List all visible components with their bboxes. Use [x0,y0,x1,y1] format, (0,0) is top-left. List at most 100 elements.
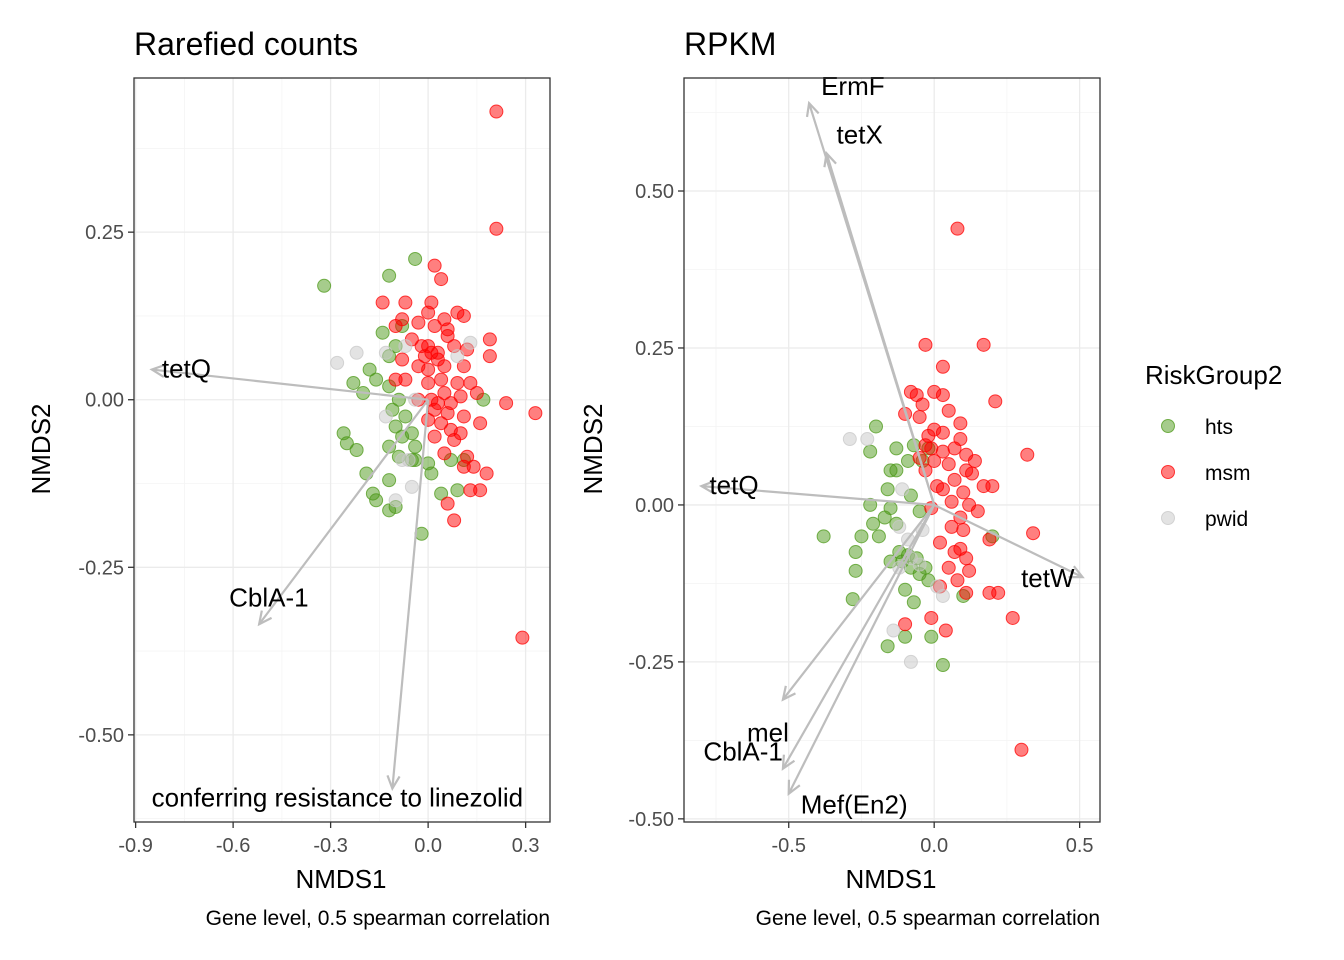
point-msm [440,496,455,511]
point-msm [440,322,455,337]
point-msm [434,372,449,387]
vector-label: CblA-1 [703,737,782,767]
point-msm [930,479,945,494]
point-hts [869,419,883,434]
point-msm [933,535,947,550]
point-msm [456,359,471,374]
legend-title: RiskGroup2 [1145,360,1282,390]
y-tick-label: -0.25 [628,652,674,674]
panel-2-title: RPKM [684,26,776,62]
point-msm [959,551,974,566]
point-hts [898,629,913,644]
point-hts [339,436,354,451]
point-hts [912,504,927,519]
point-hts [450,483,465,498]
point-msm [1026,526,1041,541]
vector-arrow [781,504,936,770]
point-hts [866,516,881,531]
point-pwid [401,453,416,468]
point-msm [375,295,390,310]
vector-arrowhead [257,610,273,627]
point-msm [398,295,413,310]
point-msm [941,403,956,418]
point-msm [924,441,939,456]
vector-arrowhead [781,754,796,771]
point-msm [411,315,426,330]
x-tick-label: -0.5 [771,835,805,857]
point-hts [889,441,904,456]
point-msm [976,337,991,352]
point-hts [398,409,413,424]
vector-arrow [151,368,429,401]
point-msm [388,319,403,333]
point-msm [956,485,971,500]
vector-label: tetQ [162,354,211,384]
point-hts [317,278,332,293]
point-msm [988,394,1003,409]
point-msm [447,432,462,447]
point-msm [463,375,478,390]
panel-1-caption: Gene level, 0.5 spearman correlation [206,907,550,930]
vector-arrow [701,485,935,507]
point-msm [947,441,962,456]
point-msm [421,375,436,390]
point-hts [388,419,403,434]
point-msm [941,560,956,575]
point-msm [947,545,962,560]
point-hts [848,545,863,560]
x-tick-label: 0.3 [512,835,540,857]
point-msm [935,359,950,374]
point-msm [912,410,927,425]
x-tick-label: 0.0 [920,835,948,857]
point-hts [880,639,895,654]
y-tick-label: 0.25 [635,338,674,360]
point-hts [924,629,939,644]
point-hts [404,426,419,441]
point-msm [417,349,432,364]
point-msm [915,397,930,412]
point-msm [499,396,514,411]
panel-2-y-axis-label: NMDS2 [578,403,608,494]
point-msm [991,585,1006,600]
panel-1-y-axis-label: NMDS2 [26,403,56,494]
point-msm [944,494,959,509]
point-msm [924,610,939,625]
panel-1-x-axis-label: NMDS1 [295,864,386,894]
point-msm [427,258,442,273]
point-pwid [912,557,927,572]
vector-arrowhead [805,100,820,118]
legend-label-hts: hts [1205,416,1233,439]
point-msm [437,359,452,374]
vector-arrow [825,153,936,506]
point-msm [959,585,974,600]
point-msm [395,352,410,367]
point-msm [421,362,436,377]
point-hts [434,486,449,501]
panel-2-caption: Gene level, 0.5 spearman correlation [756,907,1100,930]
point-msm [938,623,953,638]
point-pwid [895,482,910,497]
vector-arrow [787,504,936,795]
point-pwid [388,493,403,508]
point-msm [421,305,436,320]
vector-label: ErmF [821,71,885,101]
point-hts [362,362,377,377]
point-pwid [860,432,875,447]
vector-arrowhead [149,363,166,378]
point-hts [898,582,913,597]
plot-frame [683,77,1101,823]
vector-arrowhead [386,774,401,792]
point-hts [854,529,869,544]
point-msm [489,221,504,236]
y-tick-label: 0.50 [635,181,674,203]
point-hts [408,251,423,266]
point-msm [962,563,977,578]
point-msm [479,466,494,481]
x-tick-label: 0.0 [414,835,442,857]
point-msm [1014,742,1029,757]
point-msm [427,319,442,333]
point-hts [901,453,915,468]
vector-arrow [258,399,430,625]
